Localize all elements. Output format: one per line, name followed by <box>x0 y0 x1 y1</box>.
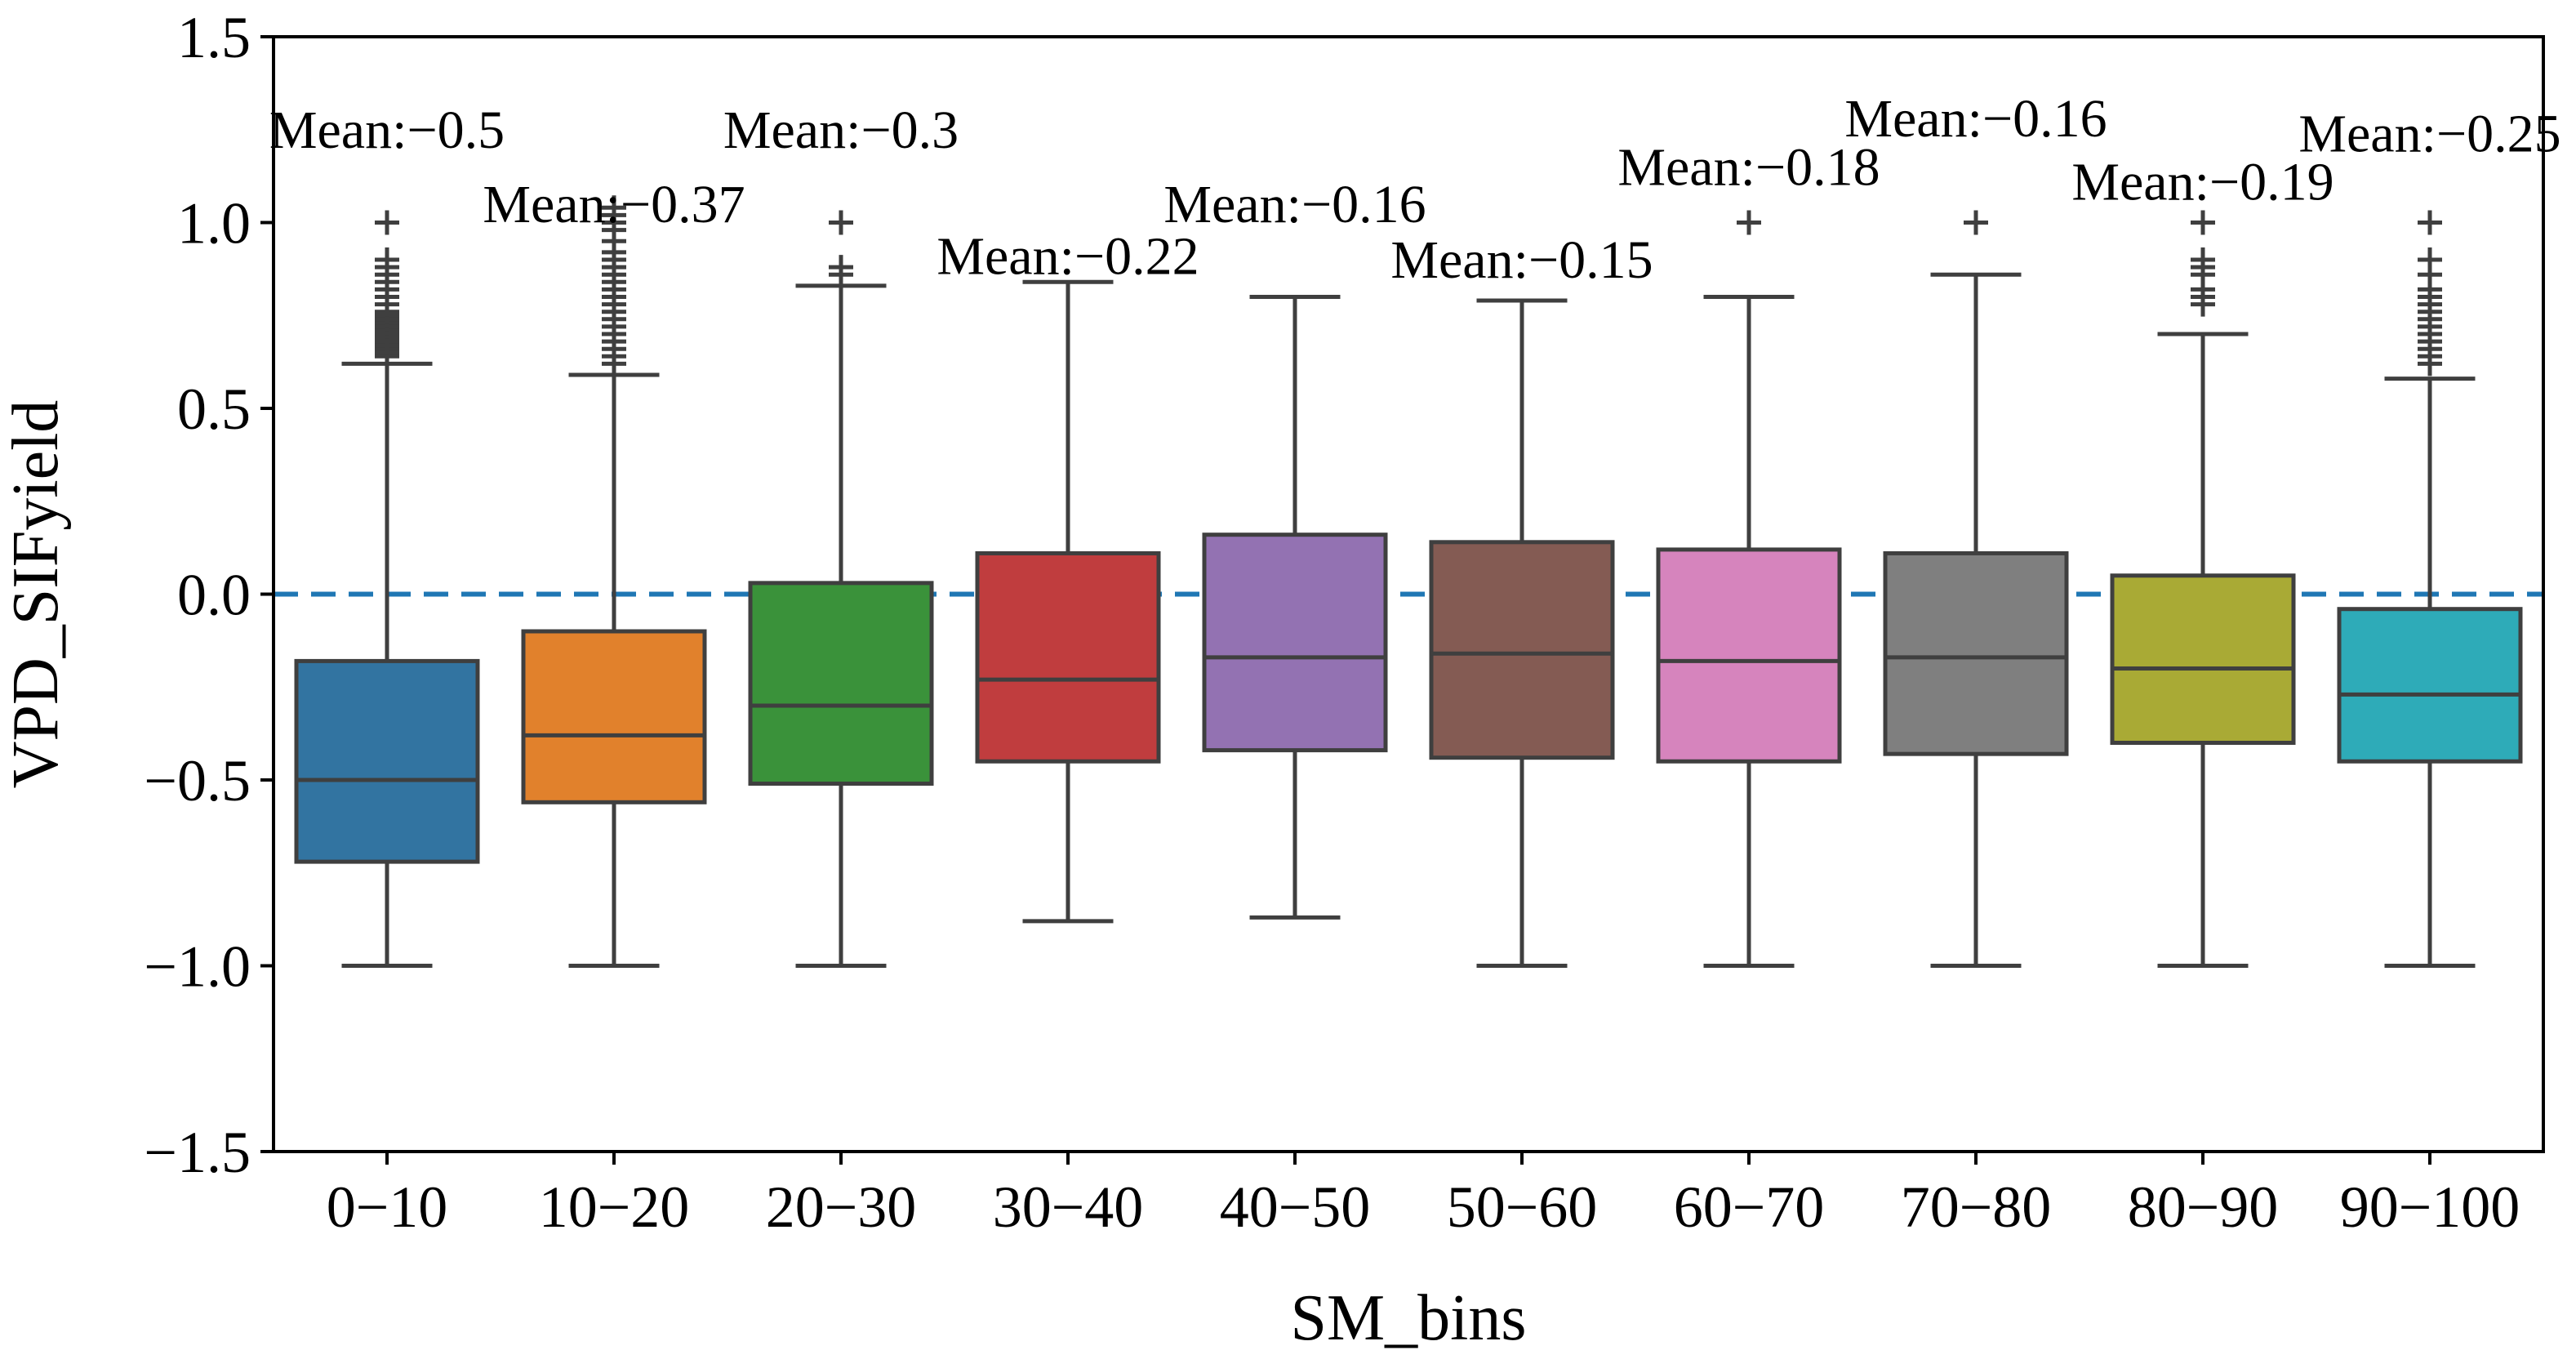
iqr-box <box>1429 540 1615 760</box>
iqr-box <box>748 581 934 786</box>
y-tick-label: 0.0 <box>177 563 251 628</box>
mean-label: Mean:−0.19 <box>2071 152 2334 212</box>
box-0−10 <box>294 210 480 968</box>
iqr-box <box>975 550 1161 764</box>
y-tick-label: −0.5 <box>144 748 251 813</box>
y-tick-label: 0.5 <box>177 377 251 442</box>
outlier-marker <box>2191 210 2215 235</box>
mean-label: Mean:−0.18 <box>1617 137 1880 197</box>
mean-label: Mean:−0.37 <box>483 175 745 234</box>
iqr-box <box>1883 550 2069 756</box>
outlier-marker <box>375 247 399 272</box>
mean-label: Mean:−0.16 <box>1844 89 2107 149</box>
x-tick-label: 50−60 <box>1447 1174 1598 1240</box>
mean-annotations: Mean:−0.5Mean:−0.37Mean:−0.3Mean:−0.22Me… <box>269 89 2561 290</box>
box-90−100 <box>2337 210 2523 968</box>
box-70−80 <box>1883 210 2069 968</box>
y-tick-label: −1.0 <box>144 934 251 1000</box>
iqr-box <box>1202 532 1388 753</box>
box-40−50 <box>1202 295 1388 920</box>
x-tick-label: 90−100 <box>2340 1174 2520 1240</box>
iqr-box <box>521 629 707 804</box>
mean-label: Mean:−0.16 <box>1163 175 1426 234</box>
x-tick-label: 60−70 <box>1674 1174 1825 1240</box>
mean-label: Mean:−0.5 <box>269 100 505 160</box>
mean-label: Mean:−0.15 <box>1390 230 1653 290</box>
box-30−40 <box>975 279 1161 924</box>
box-series <box>294 195 2523 968</box>
y-tick-label: −1.5 <box>144 1120 251 1185</box>
x-tick-label: 0−10 <box>327 1174 448 1240</box>
y-axis: −1.5 −1.0 −0.5 0.0 0.5 1.0 1.5 <box>144 5 274 1185</box>
outlier-marker <box>829 255 853 280</box>
x-tick-label: 80−90 <box>2128 1174 2279 1240</box>
y-tick-label: 1.0 <box>177 191 251 256</box>
iqr-box <box>1656 547 1842 764</box>
box-10−20 <box>521 195 707 968</box>
x-tick-label: 70−80 <box>1901 1174 2052 1240</box>
mean-label: Mean:−0.22 <box>937 226 1199 286</box>
outlier-marker <box>1737 210 1761 235</box>
box-50−60 <box>1429 298 1615 968</box>
outlier-marker <box>375 210 399 235</box>
outlier-marker <box>2191 247 2215 272</box>
outlier-marker <box>2418 247 2442 272</box>
x-tick-label: 20−30 <box>766 1174 917 1240</box>
outlier-marker <box>2418 210 2442 235</box>
y-axis-label: VPD_SIFyield <box>0 400 72 789</box>
x-tick-label: 30−40 <box>993 1174 1144 1240</box>
x-tick-label: 10−20 <box>539 1174 690 1240</box>
y-tick-label: 1.5 <box>177 5 251 70</box>
iqr-box <box>294 658 480 864</box>
box-80−90 <box>2110 210 2296 968</box>
iqr-box <box>2110 573 2296 745</box>
x-axis: 0−10 10−20 20−30 30−40 40−50 50−60 60−70 70−80 8… <box>327 1152 2520 1240</box>
outlier-marker <box>829 210 853 235</box>
mean-label: Mean:−0.3 <box>723 100 959 160</box>
iqr-box <box>2337 607 2523 764</box>
mean-label: Mean:−0.25 <box>2298 104 2560 163</box>
x-axis-label: SM_bins <box>1291 1282 1527 1354</box>
outlier-marker <box>1964 210 1988 235</box>
outlier-marker <box>602 195 626 221</box>
box-20−30 <box>748 210 934 968</box>
box-60−70 <box>1656 210 1842 968</box>
x-tick-label: 40−50 <box>1220 1174 1371 1240</box>
